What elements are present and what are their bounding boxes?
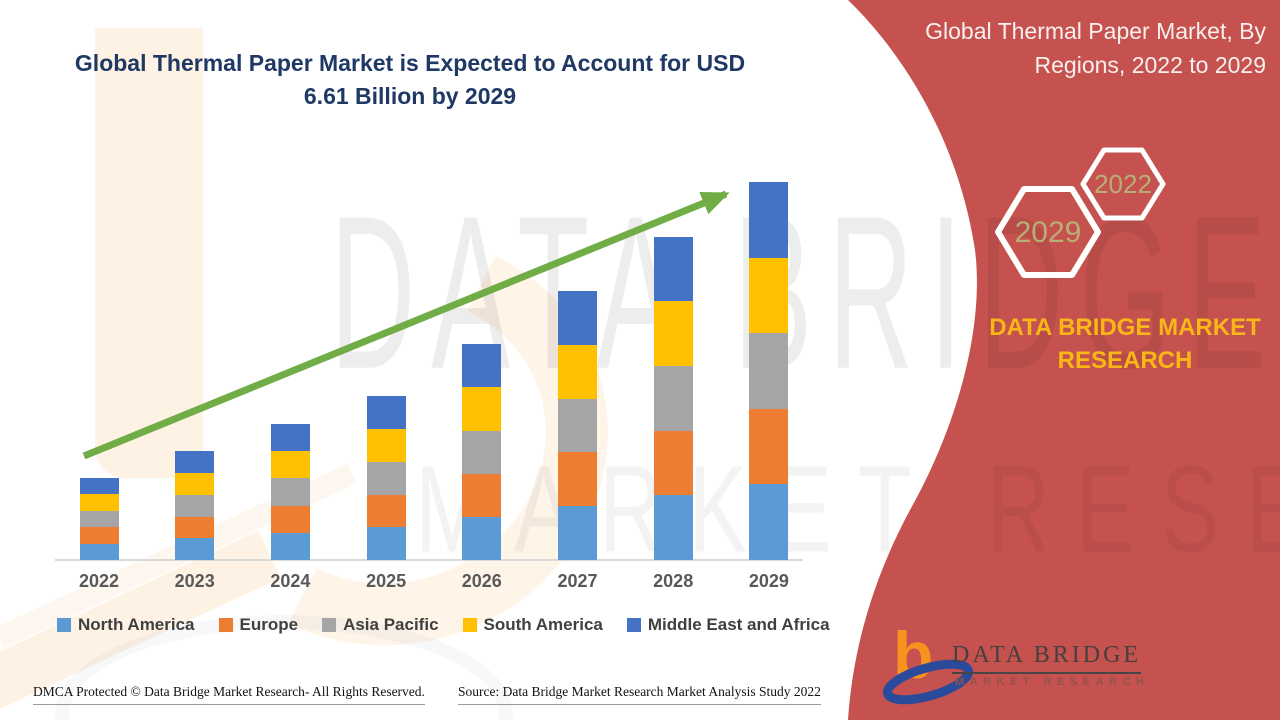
chart-title: Global Thermal Paper Market is Expected … <box>40 47 780 113</box>
legend-item-south-america: South America <box>462 615 603 635</box>
logo-wordmark: DATA BRIDGE <box>952 642 1142 674</box>
chart-title-line1: Global Thermal Paper Market is Expected … <box>74 50 746 76</box>
legend-swatch-icon <box>322 618 337 632</box>
legend-swatch-icon <box>218 618 233 632</box>
logo-swoosh-icon <box>882 659 974 705</box>
legend-item-middle-east-and-africa: Middle East and Africa <box>626 615 830 635</box>
chart-legend: North America Europe Asia Pacific South Ame… <box>57 615 857 635</box>
legend-swatch-icon <box>626 618 641 632</box>
footer-dmca: DMCA Protected © Data Bridge Market Rese… <box>33 684 425 705</box>
legend-swatch-icon <box>462 618 477 632</box>
x-axis-line <box>55 559 803 561</box>
logo-tagline: MARKET RESEARCH <box>955 676 1150 688</box>
legend-swatch-icon <box>57 618 71 632</box>
panel-heading-line2: Regions, 2022 to 2029 <box>1034 52 1266 78</box>
panel-heading-line1: Global Thermal Paper Market, By <box>925 18 1266 44</box>
brand-text: DATA BRIDGE MARKET RESEARCH <box>975 311 1275 377</box>
brand-text-line1: DATA BRIDGE MARKET <box>989 314 1261 341</box>
legend-label: Europe <box>239 615 299 634</box>
legend-item-europe: Europe <box>218 615 299 635</box>
brand-text-line2: RESEARCH <box>1057 347 1193 374</box>
chart-title-line2: 6.61 Billion by 2029 <box>303 83 517 109</box>
hexagon-2022-label: 2022 <box>1094 169 1152 199</box>
hexagon-badge-2022: 2022 <box>1080 147 1166 221</box>
legend-label: South America <box>483 615 603 634</box>
hexagon-badge-2029: 2029 <box>995 186 1101 278</box>
legend-label: North America <box>78 615 195 634</box>
legend-label: Middle East and Africa <box>647 615 830 634</box>
legend-label: Asia Pacific <box>343 615 439 634</box>
legend-item-asia-pacific: Asia Pacific <box>322 615 439 635</box>
panel-heading: Global Thermal Paper Market, By Regions,… <box>846 14 1266 82</box>
footer-source: Source: Data Bridge Market Research Mark… <box>458 684 821 705</box>
legend-item-north-america: North America <box>57 615 195 635</box>
hexagon-2029-label: 2029 <box>1015 216 1082 249</box>
